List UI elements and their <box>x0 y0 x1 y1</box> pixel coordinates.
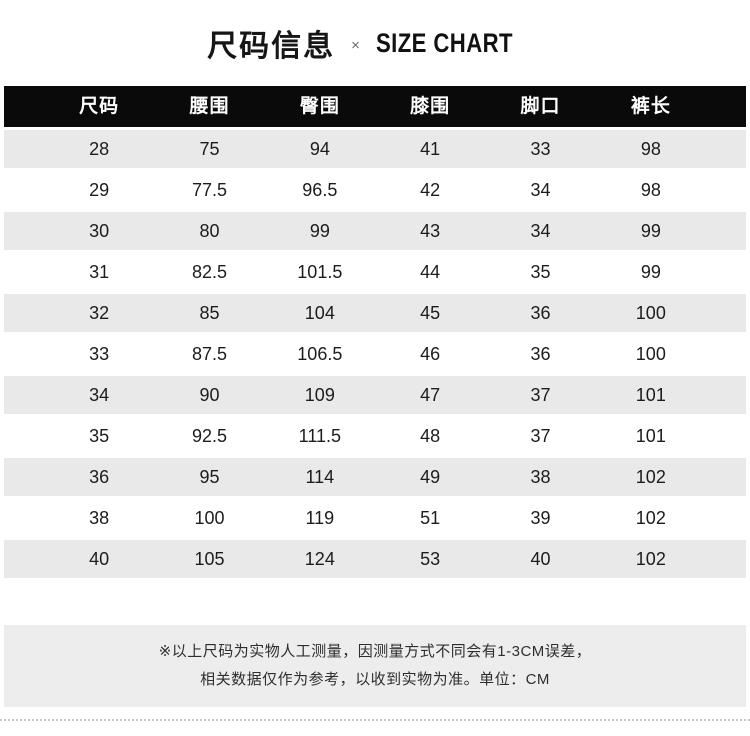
table-cell: 102 <box>635 549 666 569</box>
table-cell: 44 <box>420 262 441 282</box>
table-cell: 28 <box>89 139 110 159</box>
table-row: 29 77.5 96.5 42 34 98 <box>4 171 746 209</box>
table-cell: 100 <box>635 344 666 364</box>
table-cell: 119 <box>305 508 335 528</box>
table-cell: 47 <box>420 385 441 405</box>
table-cell: 36 <box>530 303 551 323</box>
table-cell: 35 <box>530 262 551 282</box>
table-cell: 104 <box>304 303 335 323</box>
multiply-separator-icon: × <box>351 36 360 54</box>
table-cell: 85 <box>199 303 220 323</box>
title-chinese: 尺码信息 <box>207 30 336 63</box>
table-cell: 101.5 <box>297 262 343 282</box>
table-row: 28 75 94 41 33 98 <box>4 130 746 168</box>
table-cell: 42 <box>420 180 441 200</box>
table-cell: 109 <box>304 385 335 405</box>
table-cell: 34 <box>530 180 551 200</box>
table-body: 28 75 94 41 33 98 29 77.5 96.5 42 34 98 30 80 99 43 34 99… <box>4 130 746 578</box>
table-cell: 100 <box>635 303 666 323</box>
header-cell: 尺码 <box>79 96 120 117</box>
table-cell: 87.5 <box>191 344 228 364</box>
table-cell: 102 <box>635 467 666 487</box>
table-cell: 82.5 <box>191 262 228 282</box>
table-cell: 30 <box>89 221 110 241</box>
header-cell: 臀围 <box>299 96 340 117</box>
header-cell: 膝围 <box>410 96 451 117</box>
table-cell: 101 <box>635 426 666 446</box>
table-cell: 106.5 <box>297 344 343 364</box>
table-cell: 94 <box>309 139 330 159</box>
table-cell: 46 <box>420 344 441 364</box>
table-cell: 99 <box>640 221 661 241</box>
table-cell: 49 <box>420 467 441 487</box>
header-cell: 裤长 <box>630 96 671 117</box>
table-cell: 38 <box>89 508 110 528</box>
table-row: 40 105 124 53 40 102 <box>4 540 746 578</box>
table-cell: 38 <box>530 467 551 487</box>
table-cell: 36 <box>89 467 110 487</box>
size-table: 尺码 腰围 臀围 膝围 脚口 裤长 28 75 94 41 33 98 29 77.5 96.5 42 34 9… <box>4 86 746 578</box>
table-cell: 45 <box>420 303 441 323</box>
table-row: 34 90 109 47 37 101 <box>4 376 746 414</box>
table-cell: 100 <box>194 508 225 528</box>
table-cell: 75 <box>199 139 220 159</box>
table-cell: 34 <box>89 385 110 405</box>
table-row: 31 82.5 101.5 44 35 99 <box>4 253 746 291</box>
table-cell: 90 <box>199 385 220 405</box>
table-cell: 32 <box>89 303 110 323</box>
header-cell: 腰围 <box>189 96 230 117</box>
table-cell: 29 <box>89 180 110 200</box>
table-row: 36 95 114 49 38 102 <box>4 458 746 496</box>
table-cell: 53 <box>420 549 441 569</box>
table-cell: 35 <box>89 426 110 446</box>
table-cell: 77.5 <box>191 180 228 200</box>
table-cell: 111.5 <box>298 426 342 446</box>
table-cell: 41 <box>420 139 441 159</box>
table-cell: 37 <box>530 385 551 405</box>
page-title: 尺码信息 × SIZE CHART <box>0 0 750 86</box>
table-cell: 33 <box>89 344 110 364</box>
table-cell: 39 <box>530 508 551 528</box>
table-cell: 96.5 <box>302 180 338 200</box>
table-cell: 40 <box>530 549 551 569</box>
table-cell: 102 <box>635 508 666 528</box>
table-header-row: 尺码 腰围 臀围 膝围 脚口 裤长 <box>4 86 746 127</box>
table-cell: 37 <box>530 426 551 446</box>
title-english: SIZE CHART <box>375 27 513 58</box>
table-cell: 105 <box>194 549 225 569</box>
footer-note: ※以上尺码为实物人工测量，因测量方式不同会有1-3CM误差， 相关数据仅作为参考… <box>4 625 746 707</box>
header-cell: 脚口 <box>520 96 561 117</box>
table-row: 32 85 104 45 36 100 <box>4 294 746 332</box>
table-cell: 95 <box>199 467 220 487</box>
table-cell: 33 <box>530 139 551 159</box>
table-cell: 92.5 <box>191 426 228 446</box>
table-cell: 80 <box>199 221 220 241</box>
table-cell: 114 <box>305 467 335 487</box>
table-cell: 36 <box>530 344 551 364</box>
table-cell: 48 <box>420 426 441 446</box>
table-cell: 101 <box>635 385 666 405</box>
table-cell: 98 <box>640 180 661 200</box>
table-cell: 34 <box>530 221 551 241</box>
table-row: 30 80 99 43 34 99 <box>4 212 746 250</box>
table-row: 35 92.5 111.5 48 37 101 <box>4 417 746 455</box>
table-cell: 51 <box>420 508 441 528</box>
table-row: 38 100 119 51 39 102 <box>4 499 746 537</box>
table-cell: 99 <box>640 262 661 282</box>
table-cell: 31 <box>89 262 110 282</box>
table-cell: 40 <box>89 549 110 569</box>
table-cell: 99 <box>309 221 330 241</box>
table-cell: 43 <box>420 221 441 241</box>
note-line-1: ※以上尺码为实物人工测量，因测量方式不同会有1-3CM误差， <box>158 643 592 660</box>
table-cell: 124 <box>304 549 335 569</box>
note-line-2: 相关数据仅作为参考，以收到实物为准。单位：CM <box>200 671 550 688</box>
table-cell: 98 <box>640 139 661 159</box>
dotted-divider <box>0 719 750 721</box>
table-row: 33 87.5 106.5 46 36 100 <box>4 335 746 373</box>
